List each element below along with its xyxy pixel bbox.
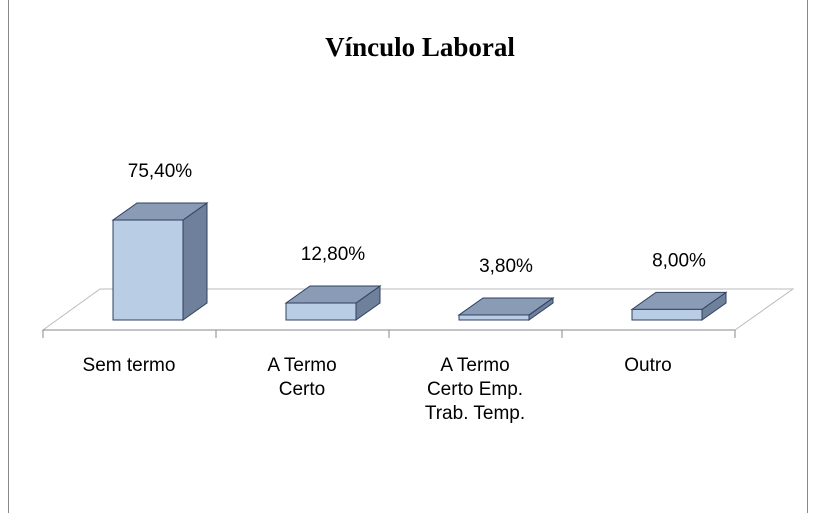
bar	[458, 314, 530, 321]
value-label: 75,40%	[128, 161, 193, 182]
x-tick-label: Outro	[624, 355, 672, 376]
bar	[112, 219, 184, 321]
value-label: 8,00%	[652, 250, 706, 271]
bar-side	[182, 202, 208, 321]
x-tick-label: A Termo Certo Emp. Trab. Temp.	[424, 355, 526, 424]
chart-border	[8, 0, 808, 513]
x-tick-label: Sem termo	[82, 355, 176, 376]
value-label: 3,80%	[479, 256, 533, 277]
x-tick-label: A Termo Certo	[267, 355, 337, 400]
value-label: 12,80%	[301, 244, 366, 265]
bar	[631, 308, 703, 321]
bar	[285, 302, 357, 321]
chart-title: Vínculo Laboral	[325, 32, 515, 62]
